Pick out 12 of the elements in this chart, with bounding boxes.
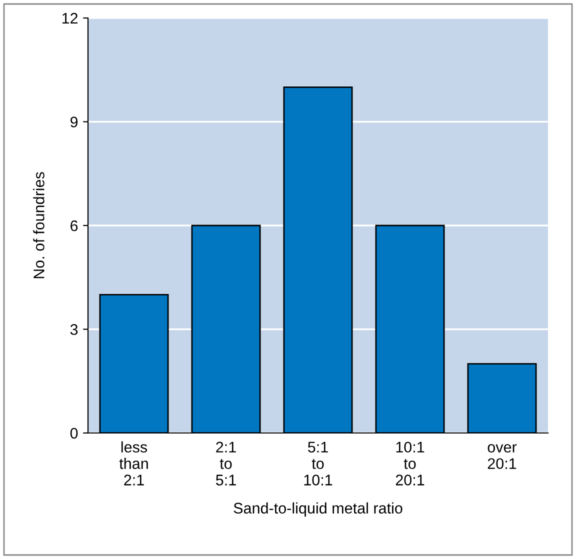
x-tick-label: less than 2:1 [119, 441, 148, 486]
x-tick-label: over 20:1 [488, 444, 517, 470]
y-tick-label: 3 [70, 324, 78, 335]
x-tick-label: 5:1 to 10:1 [304, 442, 332, 486]
y-tick-label: 9 [70, 116, 78, 128]
y-axis-title: No. of foundries [33, 172, 44, 278]
x-axis-title: Sand-to-liquid metal ratio [234, 502, 402, 517]
y-tick-label: 12 [62, 12, 78, 24]
y-tick-label: 0 [70, 428, 78, 439]
x-tick-label: 10:1 to 20:1 [396, 442, 424, 486]
x-tick-label: 2:1 to 5:1 [216, 442, 236, 486]
y-tick-label: 6 [70, 220, 78, 232]
